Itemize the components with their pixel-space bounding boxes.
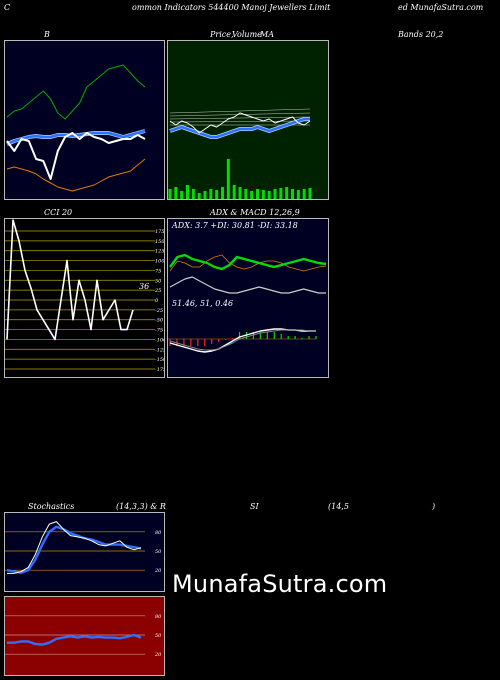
rsi-panel: 80 50 20	[4, 596, 165, 676]
bands-title: Bands 20,2	[398, 30, 444, 39]
adx-line	[169, 276, 326, 294]
stochastics-chart: 80 50 20	[5, 521, 162, 574]
volume-bar	[203, 191, 207, 199]
volume-bar	[267, 191, 271, 199]
volume-bar	[180, 191, 184, 199]
rsi-line	[7, 633, 142, 646]
bb-upper-line	[6, 64, 146, 120]
cci-tick-label: -100	[155, 337, 164, 343]
bollinger-panel	[4, 40, 165, 200]
ma-line-main	[169, 117, 310, 139]
cci-chart: 175 150 125 100 75 50 25 0 -25 -50 -75 -100 -125 -150…	[5, 219, 164, 373]
stoch-title: Stochastics	[28, 502, 75, 511]
volume-bar	[221, 187, 224, 199]
cci-tick-label: 50	[155, 278, 162, 284]
signal-line	[169, 329, 316, 351]
adx-macd-panel: ADX: 3.7 +DI: 30.81 -DI: 33.18 51.46, 51…	[167, 218, 329, 378]
volume-bar	[250, 191, 254, 199]
adx-title: ADX & MACD 12,26,9	[210, 208, 300, 217]
rsi-params: (14,5	[328, 502, 349, 511]
bb-price-line	[6, 132, 146, 180]
volume-bar	[191, 189, 195, 199]
volume-bar	[226, 159, 230, 199]
cci-tick-label: -50	[155, 318, 164, 324]
macd-line	[169, 328, 316, 353]
volume-bar	[273, 189, 277, 199]
stoch-tick-label: 20	[154, 568, 162, 574]
cci-panel: 175 150 125 100 75 50 25 0 -25 -50 -75 -100 -125 -150…	[4, 218, 165, 378]
stoch-params: (14,3,3) & R	[116, 502, 166, 511]
adx-macd-chart	[168, 253, 327, 353]
volume-bar	[244, 189, 248, 199]
bollinger-chart	[6, 64, 146, 192]
bb-title: B	[44, 30, 50, 39]
cci-tick-label: -175	[155, 367, 164, 373]
minus-di-line	[169, 254, 327, 272]
volume-bar	[296, 190, 300, 199]
cci-tick-label: 125	[155, 249, 164, 255]
watermark: MunafaSutra.com	[172, 570, 388, 598]
rsi-tick-label: 80	[155, 614, 162, 620]
cci-tick-label: -125	[155, 347, 164, 353]
volume-bar	[174, 187, 178, 199]
header-center: ommon Indicators 544400 Manoj Jewellers …	[132, 3, 331, 12]
volume-bar	[285, 187, 289, 199]
volume-bar	[215, 190, 219, 199]
volume-bar	[256, 189, 259, 199]
cci-title: CCI 20	[44, 208, 73, 217]
ma-line	[169, 120, 311, 123]
stoch-d-line	[6, 525, 142, 574]
cci-tick-label: 175	[155, 229, 164, 235]
volume-bar	[238, 187, 242, 199]
cci-line	[6, 219, 134, 341]
cci-value: 36	[139, 282, 149, 291]
price-ma-panel	[167, 40, 329, 200]
rsi-tick-label: 50	[155, 633, 162, 639]
stoch-tick-label: 80	[155, 530, 162, 536]
bb-lower-line	[6, 158, 146, 192]
adx-readout: ADX: 3.7 +DI: 30.81 -DI: 33.18	[172, 221, 298, 230]
volume-bar	[197, 193, 201, 199]
price-line	[169, 112, 311, 134]
cci-tick-label: -25	[155, 308, 163, 314]
stoch-tick-label: 50	[155, 549, 162, 555]
cci-tick-label: -150	[155, 357, 164, 363]
ma-title: MA	[260, 30, 274, 39]
ma-line	[169, 116, 311, 120]
header-left: C	[4, 3, 11, 12]
volume-title: Volume	[232, 30, 262, 39]
rsi-paren: )	[432, 502, 436, 511]
volume-bar	[186, 185, 189, 199]
volume-bar	[232, 185, 236, 199]
volume-bar	[279, 188, 283, 199]
volume-bar	[209, 189, 213, 199]
cci-tick-label: 150	[155, 239, 164, 245]
volume-bar	[302, 189, 306, 199]
plus-di-line	[169, 253, 327, 271]
volume-bar	[261, 190, 265, 199]
price-ma-chart	[168, 108, 312, 199]
price-title: Price,	[210, 30, 234, 39]
cci-tick-label: 75	[155, 268, 161, 274]
rsi-chart: 80 50 20	[5, 614, 162, 658]
volume-bar	[308, 188, 312, 199]
volume-bar	[168, 189, 172, 199]
ma-line	[169, 112, 311, 117]
header-right: ed MunafaSutra.com	[398, 3, 484, 12]
stochastics-panel: 80 50 20	[4, 512, 165, 592]
si-title: SI	[250, 502, 259, 511]
cci-tick-label: 100	[155, 259, 164, 265]
stoch-k-line	[7, 521, 142, 574]
volume-bar	[291, 189, 294, 199]
cci-tick-label: 25	[154, 288, 161, 294]
macd-readout: 51.46, 51, 0.46	[172, 299, 234, 308]
cci-tick-label: 0	[155, 298, 159, 304]
rsi-tick-label: 20	[154, 652, 162, 658]
ma-line	[169, 108, 311, 114]
cci-tick-label: -75	[155, 328, 163, 334]
